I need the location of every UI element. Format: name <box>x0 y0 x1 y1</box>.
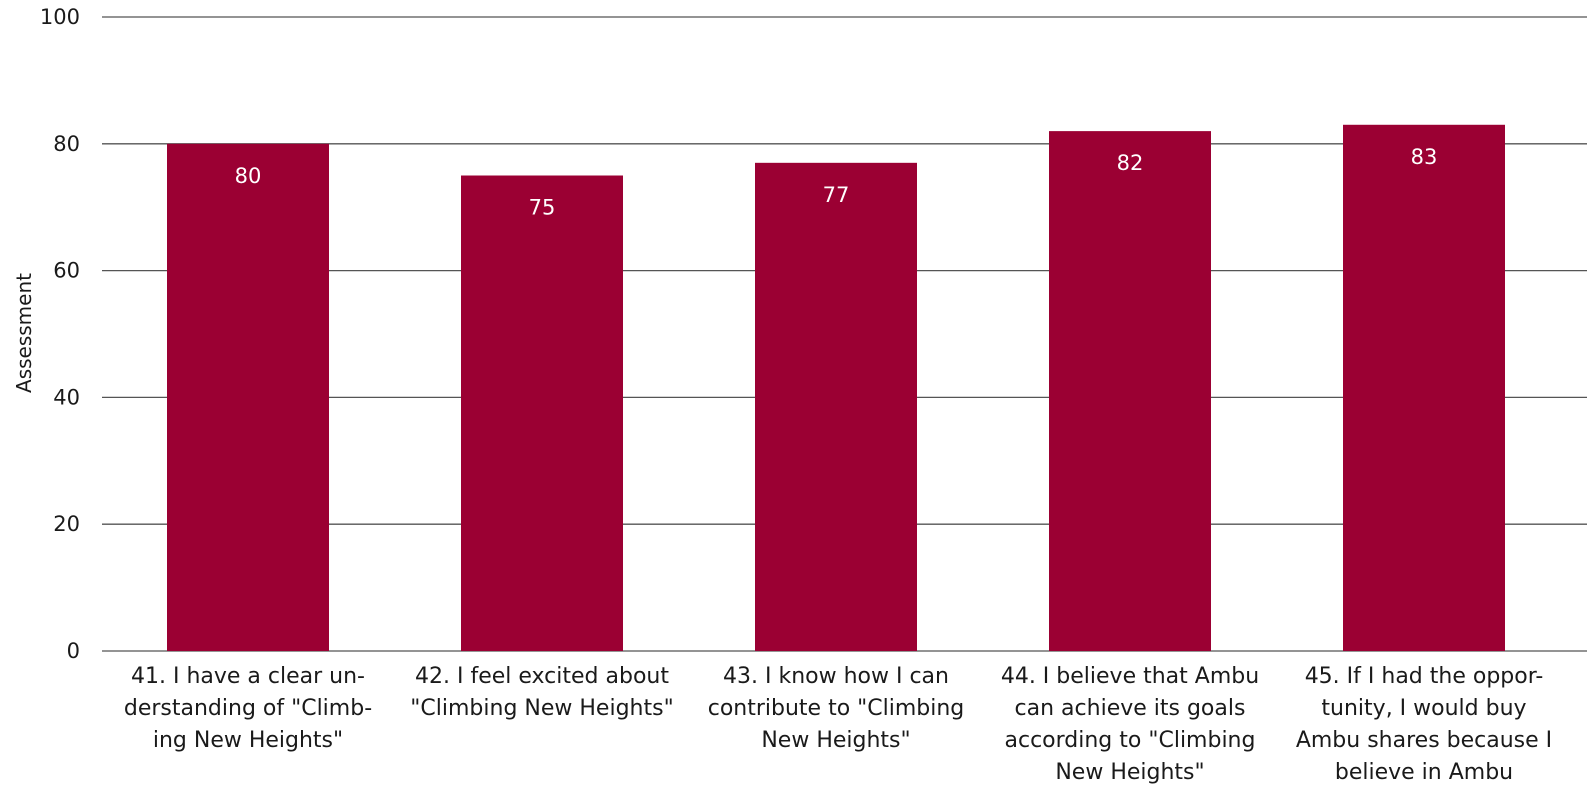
y-tick-label: 40 <box>53 385 80 409</box>
x-category-line: 42. I feel excited about <box>415 664 669 689</box>
x-category-line: ing New Heights" <box>153 728 343 753</box>
x-category-line: 45. If I had the oppor- <box>1305 664 1544 689</box>
x-category-line: 44. I believe that Ambu <box>1001 664 1259 689</box>
data-label: 83 <box>1411 145 1438 169</box>
data-label: 82 <box>1117 151 1144 175</box>
x-category-line: 41. I have a clear un- <box>131 664 365 689</box>
x-category-line: tunity, I would buy <box>1321 696 1526 721</box>
bar <box>1343 124 1505 651</box>
x-category-line: Ambu shares because I <box>1296 728 1552 753</box>
x-category-line: New Heights" <box>1055 760 1204 785</box>
x-category-line: New Heights" <box>761 728 910 753</box>
x-axis-categories: 41. I have a clear un-derstanding of "Cl… <box>124 664 1552 785</box>
data-label: 80 <box>235 164 262 188</box>
bar <box>1049 131 1211 651</box>
y-axis-label: Assessment <box>12 273 36 393</box>
x-category-line: can achieve its goals <box>1015 696 1246 721</box>
x-category-line: believe in Ambu <box>1335 760 1513 785</box>
bar <box>755 162 917 651</box>
y-tick-label: 0 <box>67 639 80 663</box>
x-category-label: 43. I know how I can contribute to "Climb… <box>708 664 965 753</box>
x-category-line: 43. I know how I can <box>723 664 949 689</box>
x-category-line: "Climbing New Heights" <box>410 696 673 721</box>
x-category-line: contribute to "Climbing <box>708 696 965 721</box>
x-category-line: derstanding of "Climb- <box>124 696 372 721</box>
y-tick-label: 80 <box>53 132 80 156</box>
data-label: 77 <box>823 183 850 207</box>
data-labels: 80 75 77 82 83 <box>235 145 1438 220</box>
bar <box>461 175 623 651</box>
data-label: 75 <box>529 196 556 220</box>
bars <box>167 124 1505 652</box>
x-category-label: 41. I have a clear un-derstanding of "Cl… <box>124 664 372 753</box>
bar <box>167 143 329 652</box>
y-tick-label: 20 <box>53 512 80 536</box>
x-category-label: 42. I feel excited about "Climbing New He… <box>410 664 673 721</box>
y-tick-label: 60 <box>53 259 80 283</box>
y-tick-label: 100 <box>40 5 80 29</box>
x-category-label: 45. If I had the oppor-tunity, I would b… <box>1296 664 1552 785</box>
y-axis-ticks: 0 20 40 60 80 100 <box>40 5 80 663</box>
x-category-line: according to "Climbing <box>1005 728 1256 753</box>
x-category-label: 44. I believe that Ambu can achieve its g… <box>1001 664 1259 785</box>
